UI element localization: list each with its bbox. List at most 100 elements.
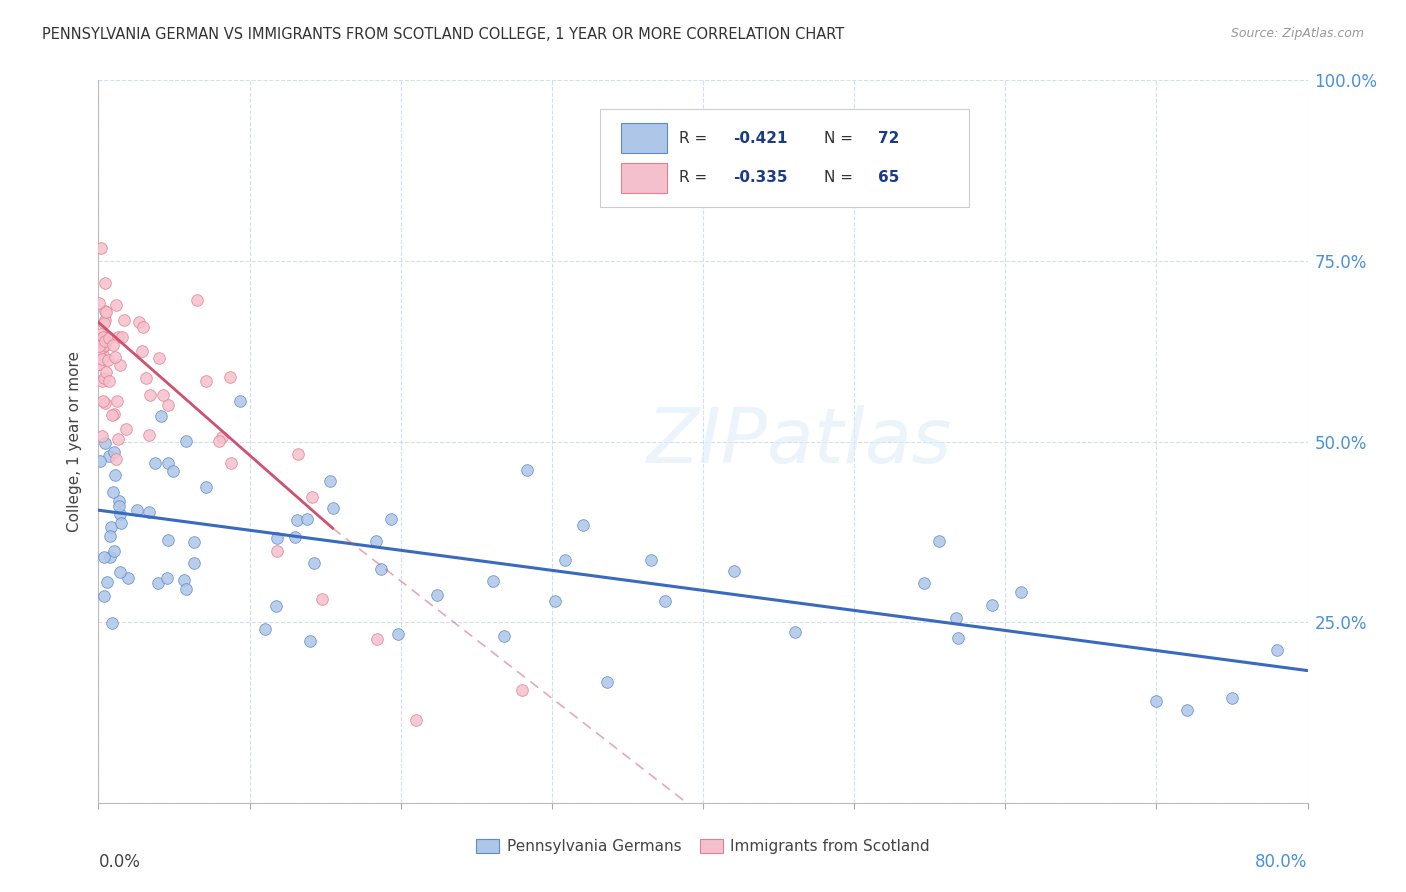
Text: ZIPatlas: ZIPatlas	[647, 405, 952, 478]
Text: 72: 72	[879, 130, 900, 145]
Point	[135, 371, 157, 385]
Point	[90, 351, 112, 366]
Point	[1010, 584, 1032, 599]
Text: N =: N =	[824, 130, 858, 145]
Point	[97, 353, 120, 368]
Point	[285, 513, 308, 527]
FancyBboxPatch shape	[600, 109, 969, 207]
Point	[302, 556, 325, 570]
Point	[138, 505, 160, 519]
Point	[96, 305, 118, 319]
Text: R =: R =	[679, 170, 711, 186]
Point	[100, 529, 122, 543]
Point	[299, 634, 322, 648]
Point	[108, 500, 131, 514]
Point	[194, 480, 217, 494]
Point	[93, 337, 115, 351]
Point	[97, 450, 120, 464]
Point	[370, 562, 392, 576]
Point	[89, 357, 111, 371]
Point	[107, 330, 129, 344]
Point	[516, 463, 538, 477]
Point	[321, 500, 343, 515]
Point	[110, 565, 132, 579]
Point	[174, 582, 197, 597]
Point	[104, 452, 127, 467]
Point	[93, 334, 115, 349]
Point	[554, 553, 576, 567]
Point	[93, 347, 115, 361]
Point	[253, 623, 276, 637]
Point	[89, 296, 111, 310]
Text: 65: 65	[879, 170, 900, 186]
Point	[101, 338, 124, 352]
Point	[481, 574, 503, 589]
Point	[128, 315, 150, 329]
Point	[94, 304, 117, 318]
Point	[152, 388, 174, 402]
Point	[146, 575, 169, 590]
Point	[100, 615, 122, 630]
Point	[105, 393, 128, 408]
Point	[156, 456, 179, 470]
Point	[595, 674, 617, 689]
Text: PENNSYLVANIA GERMAN VS IMMIGRANTS FROM SCOTLAND COLLEGE, 1 YEAR OR MORE CORRELAT: PENNSYLVANIA GERMAN VS IMMIGRANTS FROM S…	[42, 27, 845, 42]
Text: 0.0%: 0.0%	[98, 854, 141, 871]
Point	[654, 594, 676, 608]
Point	[87, 343, 110, 357]
Point	[112, 313, 135, 327]
Point	[94, 436, 117, 450]
Point	[104, 350, 127, 364]
Point	[93, 549, 115, 564]
Point	[1267, 642, 1289, 657]
Point	[103, 543, 125, 558]
Point	[131, 343, 153, 358]
Point	[301, 491, 323, 505]
Point	[98, 331, 121, 345]
Point	[544, 593, 567, 607]
Point	[183, 556, 205, 570]
Point	[139, 388, 162, 402]
Point	[219, 370, 242, 384]
Point	[90, 241, 112, 255]
Point	[98, 374, 121, 388]
Point	[103, 445, 125, 459]
Point	[928, 533, 950, 548]
Text: -0.335: -0.335	[734, 170, 787, 186]
Text: Source: ZipAtlas.com: Source: ZipAtlas.com	[1230, 27, 1364, 40]
Bar	[621, 162, 666, 193]
Point	[287, 447, 309, 461]
Point	[150, 409, 173, 424]
Text: -0.421: -0.421	[734, 130, 787, 145]
Point	[946, 632, 969, 646]
Point	[94, 276, 117, 290]
Point	[93, 316, 115, 330]
Point	[107, 432, 129, 446]
Point	[219, 457, 242, 471]
Point	[366, 632, 388, 646]
Point	[89, 454, 111, 468]
Point	[174, 434, 197, 449]
Point	[148, 351, 170, 365]
Point	[208, 434, 231, 448]
Point	[572, 518, 595, 533]
Point	[426, 588, 449, 602]
Point	[912, 575, 935, 590]
Point	[266, 544, 288, 558]
Point	[284, 530, 307, 544]
Point	[132, 319, 155, 334]
Point	[90, 374, 112, 388]
Text: 80.0%: 80.0%	[1256, 854, 1308, 871]
Point	[108, 358, 131, 372]
Point	[94, 313, 117, 327]
Point	[229, 393, 252, 408]
Point	[117, 571, 139, 585]
Point	[387, 626, 409, 640]
Point	[157, 398, 180, 412]
Point	[111, 330, 134, 344]
Point	[87, 357, 110, 371]
Point	[94, 396, 117, 410]
Point	[98, 550, 121, 565]
Point	[156, 570, 179, 584]
Point	[93, 589, 115, 603]
